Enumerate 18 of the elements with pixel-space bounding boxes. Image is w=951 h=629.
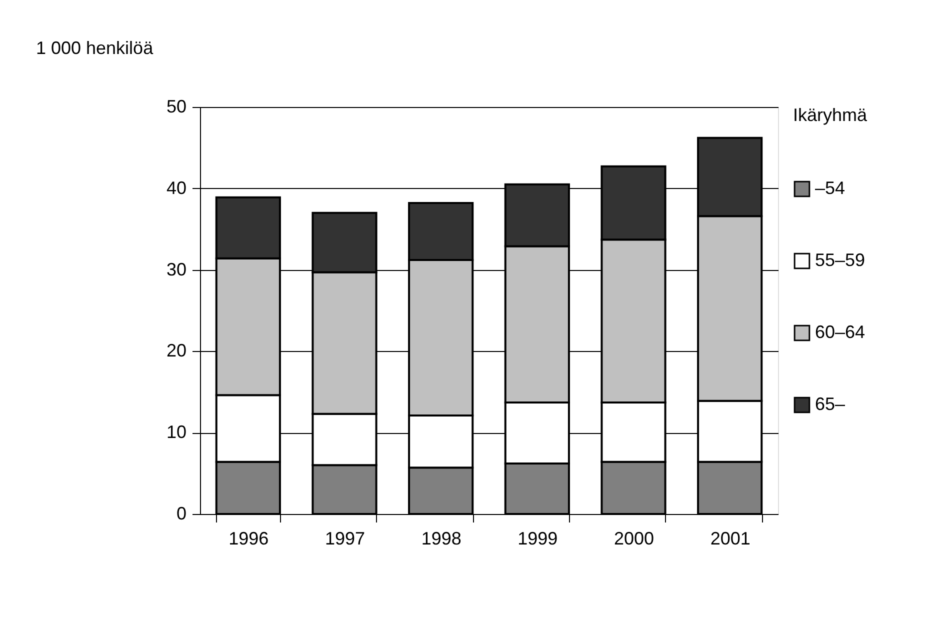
legend-label: 55–59 — [815, 250, 866, 270]
y-tick-label: 20 — [166, 340, 186, 361]
legend-label: 65– — [815, 394, 846, 414]
x-tick-label: 2000 — [614, 528, 654, 548]
x-tick-label: 1996 — [228, 528, 269, 548]
y-tick-label: 40 — [166, 178, 186, 198]
legend-label: 60–64 — [815, 322, 866, 342]
y-tick-label: 0 — [176, 504, 186, 524]
x-tick-label: 2001 — [710, 528, 750, 548]
legend-label: –54 — [815, 178, 846, 198]
y-tick-label: 10 — [166, 422, 186, 442]
y-tick-label: 30 — [166, 259, 186, 280]
chart-title: 1 000 henkilöä — [36, 38, 154, 58]
x-tick-label: 1997 — [324, 528, 366, 548]
x-tick-label: 1998 — [421, 528, 462, 548]
legend-title: Ikäryhmä — [793, 105, 868, 125]
y-tick-label: 50 — [166, 96, 186, 116]
x-tick-label: 1999 — [518, 528, 558, 548]
